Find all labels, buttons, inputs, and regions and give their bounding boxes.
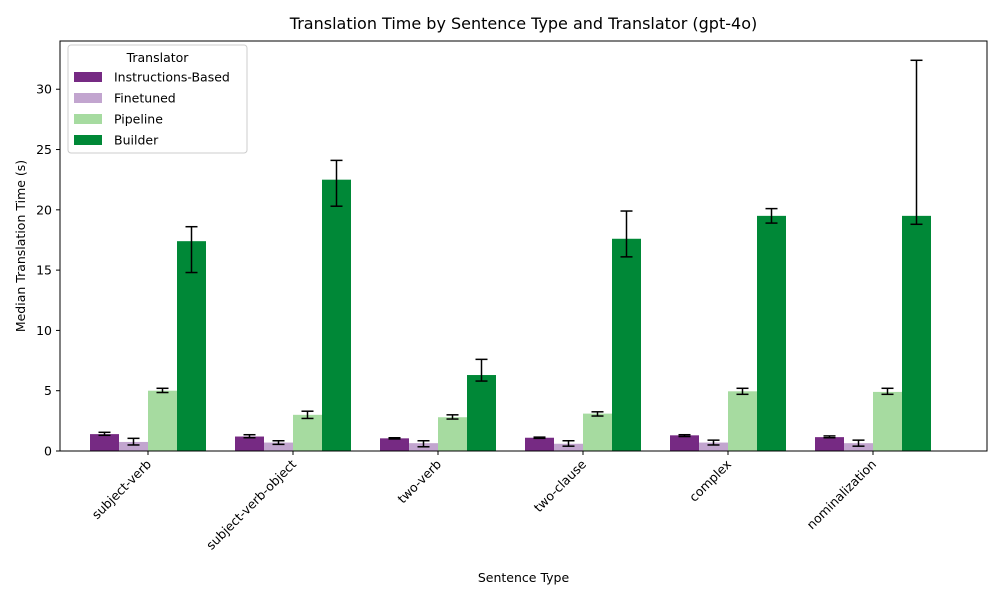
bar <box>148 390 177 451</box>
x-tick-label: nominalization <box>804 457 880 533</box>
bar <box>873 391 902 451</box>
bar <box>844 443 873 451</box>
x-tick-label: two-verb <box>394 456 444 506</box>
bar <box>119 441 148 451</box>
legend-swatch <box>74 72 102 82</box>
y-tick-label: 5 <box>44 383 52 398</box>
error-bars-layer <box>98 59 923 448</box>
legend-title: Translator <box>126 50 190 65</box>
y-tick-label: 15 <box>36 263 52 278</box>
bar <box>438 417 467 451</box>
chart-title: Translation Time by Sentence Type and Tr… <box>289 14 757 33</box>
legend-box <box>67 44 248 154</box>
y-tick-label: 30 <box>36 82 52 97</box>
bar <box>264 442 293 451</box>
x-tick-label: subject-verb <box>89 456 155 522</box>
bar <box>380 438 409 451</box>
bar <box>90 434 119 451</box>
y-tick-label: 25 <box>36 142 52 157</box>
legend-swatch <box>74 93 102 103</box>
y-tick-label: 10 <box>36 323 52 338</box>
legend-label: Finetuned <box>114 91 176 106</box>
axes-layer <box>59 40 988 452</box>
legend-label: Pipeline <box>114 112 163 127</box>
bar <box>612 238 641 451</box>
bar <box>699 442 728 451</box>
legend-label: Instructions-Based <box>114 70 230 85</box>
legend-swatch <box>74 114 102 124</box>
bar <box>902 215 931 451</box>
x-tick-label: two-clause <box>531 456 590 515</box>
bar <box>583 413 612 451</box>
bars-layer <box>90 179 931 452</box>
bar <box>177 241 206 451</box>
bar <box>757 215 786 451</box>
legend-label: Builder <box>114 133 159 148</box>
x-axis-title: Sentence Type <box>478 570 570 585</box>
plot-frame <box>59 40 988 452</box>
y-ticks-layer: 0 5 10 15 20 25 30 <box>36 82 60 459</box>
bar <box>728 391 757 451</box>
legend: Translator Instructions-Based Finetuned Pi… <box>67 44 248 154</box>
bar <box>467 375 496 451</box>
bar <box>815 437 844 451</box>
y-tick-label: 0 <box>44 444 52 459</box>
legend-swatch <box>74 135 102 145</box>
x-tick-label: complex <box>686 457 734 505</box>
bar <box>293 414 322 451</box>
bar <box>322 179 351 452</box>
bar <box>235 436 264 451</box>
y-tick-label: 20 <box>36 202 52 217</box>
x-ticks-layer: subject-verb subject-verb-object two-verb t… <box>89 451 880 553</box>
x-tick-label: subject-verb-object <box>203 456 299 552</box>
bar <box>554 443 583 451</box>
bar <box>670 435 699 451</box>
y-axis-title: Median Translation Time (s) <box>13 160 28 332</box>
bar <box>525 437 554 451</box>
